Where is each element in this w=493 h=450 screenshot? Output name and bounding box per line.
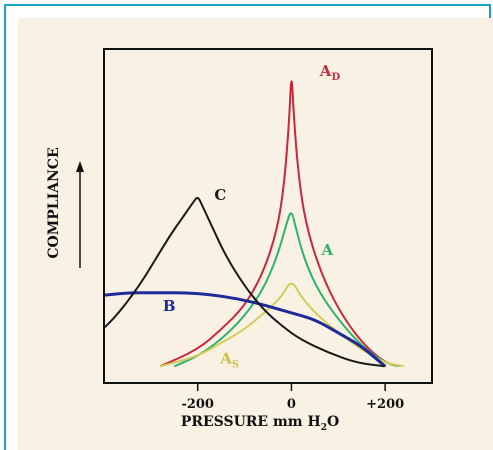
series-label-a-s: AS [219,349,239,370]
series-line-b [105,291,387,368]
y-axis-label: COMPLIANCE [46,147,62,258]
x-axis: -200 0 +200 [181,383,404,412]
series-label-c: C [214,186,226,204]
series-label-a-d: AD [319,62,341,83]
series-layer [105,80,405,368]
x-axis-label: PRESSURE mm H2O [181,414,339,433]
chart-panel: AD A AS B C -200 0 +200 COMPLIANCE PRESSURE mm… [18,18,493,450]
plot-frame [103,48,433,384]
series-line-a-d [159,80,401,368]
series-labels: AD A AS B C [163,62,341,370]
x-tick-label: -200 [181,397,214,412]
x-tick-label: +200 [366,397,404,412]
x-tick-label: 0 [287,397,296,412]
series-label-a: A [321,241,334,259]
series-line-c [105,197,387,368]
series-label-b: B [163,297,176,315]
series-line-a [173,212,401,368]
plot-area: AD A AS B C [103,48,433,384]
tympanogram-chart: AD A AS B C -200 0 +200 COMPLIANCE PRESSURE mm… [46,48,433,433]
y-axis-arrow-head [76,161,84,172]
